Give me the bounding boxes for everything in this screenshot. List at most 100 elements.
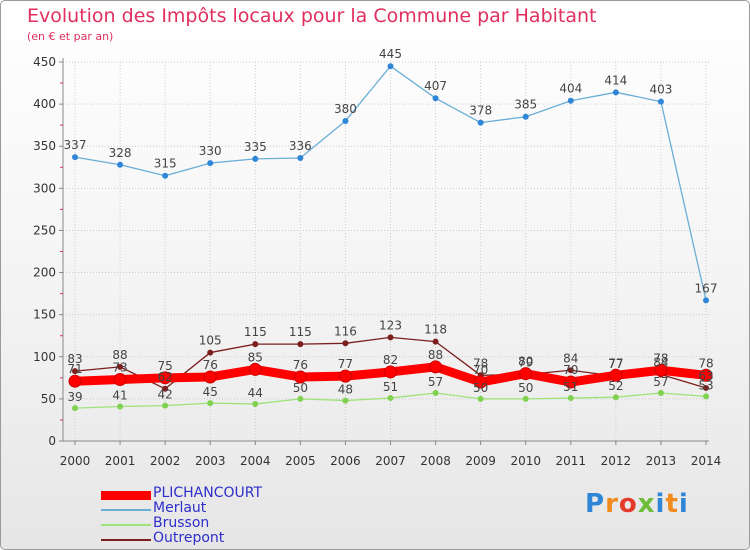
- data-label-outrepont: 105: [199, 334, 222, 348]
- data-point-plichancourt: [113, 373, 127, 387]
- data-point-merlaut: [522, 113, 529, 120]
- data-point-merlaut: [657, 98, 664, 105]
- x-tick-label: 2005: [285, 454, 316, 468]
- data-label-merlaut: 337: [64, 138, 87, 152]
- data-label-plichancourt: 76: [203, 358, 218, 372]
- legend-swatch-brusson: [101, 524, 151, 526]
- legend-swatch-outrepont: [101, 539, 151, 541]
- data-point-brusson: [207, 400, 214, 407]
- data-label-outrepont: 84: [563, 351, 578, 365]
- data-label-outrepont: 123: [379, 318, 402, 332]
- data-point-brusson: [703, 393, 709, 400]
- data-label-brusson: 39: [67, 390, 82, 404]
- data-point-plichancourt: [609, 368, 623, 382]
- data-point-merlaut: [162, 172, 169, 179]
- data-label-brusson: 57: [428, 375, 443, 389]
- series-layer: [68, 63, 713, 412]
- data-label-brusson: 48: [338, 383, 353, 397]
- data-point-merlaut: [297, 155, 304, 162]
- data-label-merlaut: 403: [649, 83, 672, 97]
- data-point-merlaut: [703, 297, 709, 304]
- data-point-plichancourt: [158, 371, 172, 385]
- legend-label-plichancourt: PLICHANCOURT: [153, 485, 263, 501]
- data-label-merlaut: 167: [695, 281, 718, 295]
- data-label-outrepont: 115: [289, 325, 312, 339]
- x-tick-label: 2000: [60, 454, 91, 468]
- data-point-brusson: [612, 394, 619, 401]
- x-tick-label: 2007: [375, 454, 406, 468]
- data-point-brusson: [522, 395, 529, 402]
- data-label-plichancourt: 76: [293, 358, 308, 372]
- data-point-brusson: [387, 395, 394, 402]
- data-label-plichancourt: 78: [653, 351, 668, 365]
- x-tick-label: 2014: [691, 454, 722, 468]
- data-point-outrepont: [432, 338, 439, 345]
- data-point-brusson: [297, 395, 304, 402]
- legend-label-merlaut: Merlaut: [153, 500, 207, 516]
- data-point-outrepont: [703, 384, 709, 391]
- data-label-outrepont: 62: [158, 370, 173, 384]
- data-label-plichancourt: 70: [473, 363, 488, 377]
- logo-letter: i: [655, 489, 666, 519]
- data-point-merlaut: [387, 63, 394, 70]
- data-label-merlaut: 385: [514, 98, 537, 112]
- data-point-merlaut: [72, 154, 78, 161]
- data-point-outrepont: [252, 341, 259, 348]
- data-point-plichancourt: [699, 368, 713, 382]
- data-label-plichancourt: 77: [608, 356, 623, 370]
- data-point-merlaut: [252, 155, 259, 162]
- data-point-outrepont: [342, 340, 349, 347]
- data-point-brusson: [72, 405, 78, 412]
- legend-swatch-plichancourt: [101, 491, 151, 500]
- data-label-outrepont: 116: [334, 324, 357, 338]
- data-point-plichancourt: [338, 369, 352, 383]
- data-point-brusson: [252, 400, 259, 407]
- y-tick-label: 150: [33, 308, 56, 322]
- data-label-brusson: 41: [112, 388, 127, 402]
- data-label-brusson: 44: [248, 386, 263, 400]
- x-tick-label: 2009: [465, 454, 496, 468]
- data-label-merlaut: 315: [154, 157, 177, 171]
- data-point-merlaut: [477, 119, 484, 126]
- data-point-plichancourt: [564, 375, 578, 389]
- data-label-outrepont: 63: [698, 369, 713, 383]
- data-label-brusson: 50: [293, 381, 308, 395]
- y-tick-label: 400: [33, 97, 56, 111]
- data-label-outrepont: 118: [424, 323, 447, 337]
- x-tick-label: 2002: [150, 454, 181, 468]
- data-label-plichancourt: 73: [112, 361, 127, 375]
- data-point-outrepont: [162, 385, 169, 392]
- data-point-brusson: [657, 389, 664, 396]
- data-point-brusson: [162, 402, 169, 409]
- x-tick-label: 2004: [240, 454, 271, 468]
- data-point-plichancourt: [384, 365, 397, 379]
- data-label-merlaut: 328: [109, 146, 132, 160]
- x-tick-label: 2003: [195, 454, 226, 468]
- y-tick-label: 100: [33, 350, 56, 364]
- x-tick-label: 2010: [510, 454, 541, 468]
- data-point-merlaut: [117, 161, 124, 168]
- data-point-outrepont: [117, 363, 124, 370]
- data-label-outrepont: 83: [67, 352, 82, 366]
- axes: 0 50 100 150 200 250 300 350 400 450 2000 2001 2002 2…: [33, 55, 721, 468]
- data-point-outrepont: [207, 349, 214, 356]
- chart-title: Evolution des Impôts locaux pour la Comm…: [27, 5, 597, 27]
- y-tick-label: 350: [33, 139, 56, 153]
- data-point-merlaut: [567, 97, 574, 104]
- y-tick-label: 200: [33, 266, 56, 280]
- data-point-plichancourt: [519, 367, 533, 381]
- x-tick-label: 2008: [420, 454, 451, 468]
- x-tick-label: 2006: [330, 454, 361, 468]
- x-tick-label: 2001: [105, 454, 136, 468]
- data-label-brusson: 57: [653, 375, 668, 389]
- data-point-plichancourt: [203, 370, 217, 384]
- data-label-plichancourt: 80: [518, 355, 533, 369]
- logo-letter: x: [637, 489, 656, 519]
- data-label-plichancourt: 82: [383, 353, 398, 367]
- y-tick-label: 450: [33, 55, 56, 69]
- y-tick-label: 0: [48, 434, 56, 448]
- data-label-plichancourt: 70: [563, 363, 578, 377]
